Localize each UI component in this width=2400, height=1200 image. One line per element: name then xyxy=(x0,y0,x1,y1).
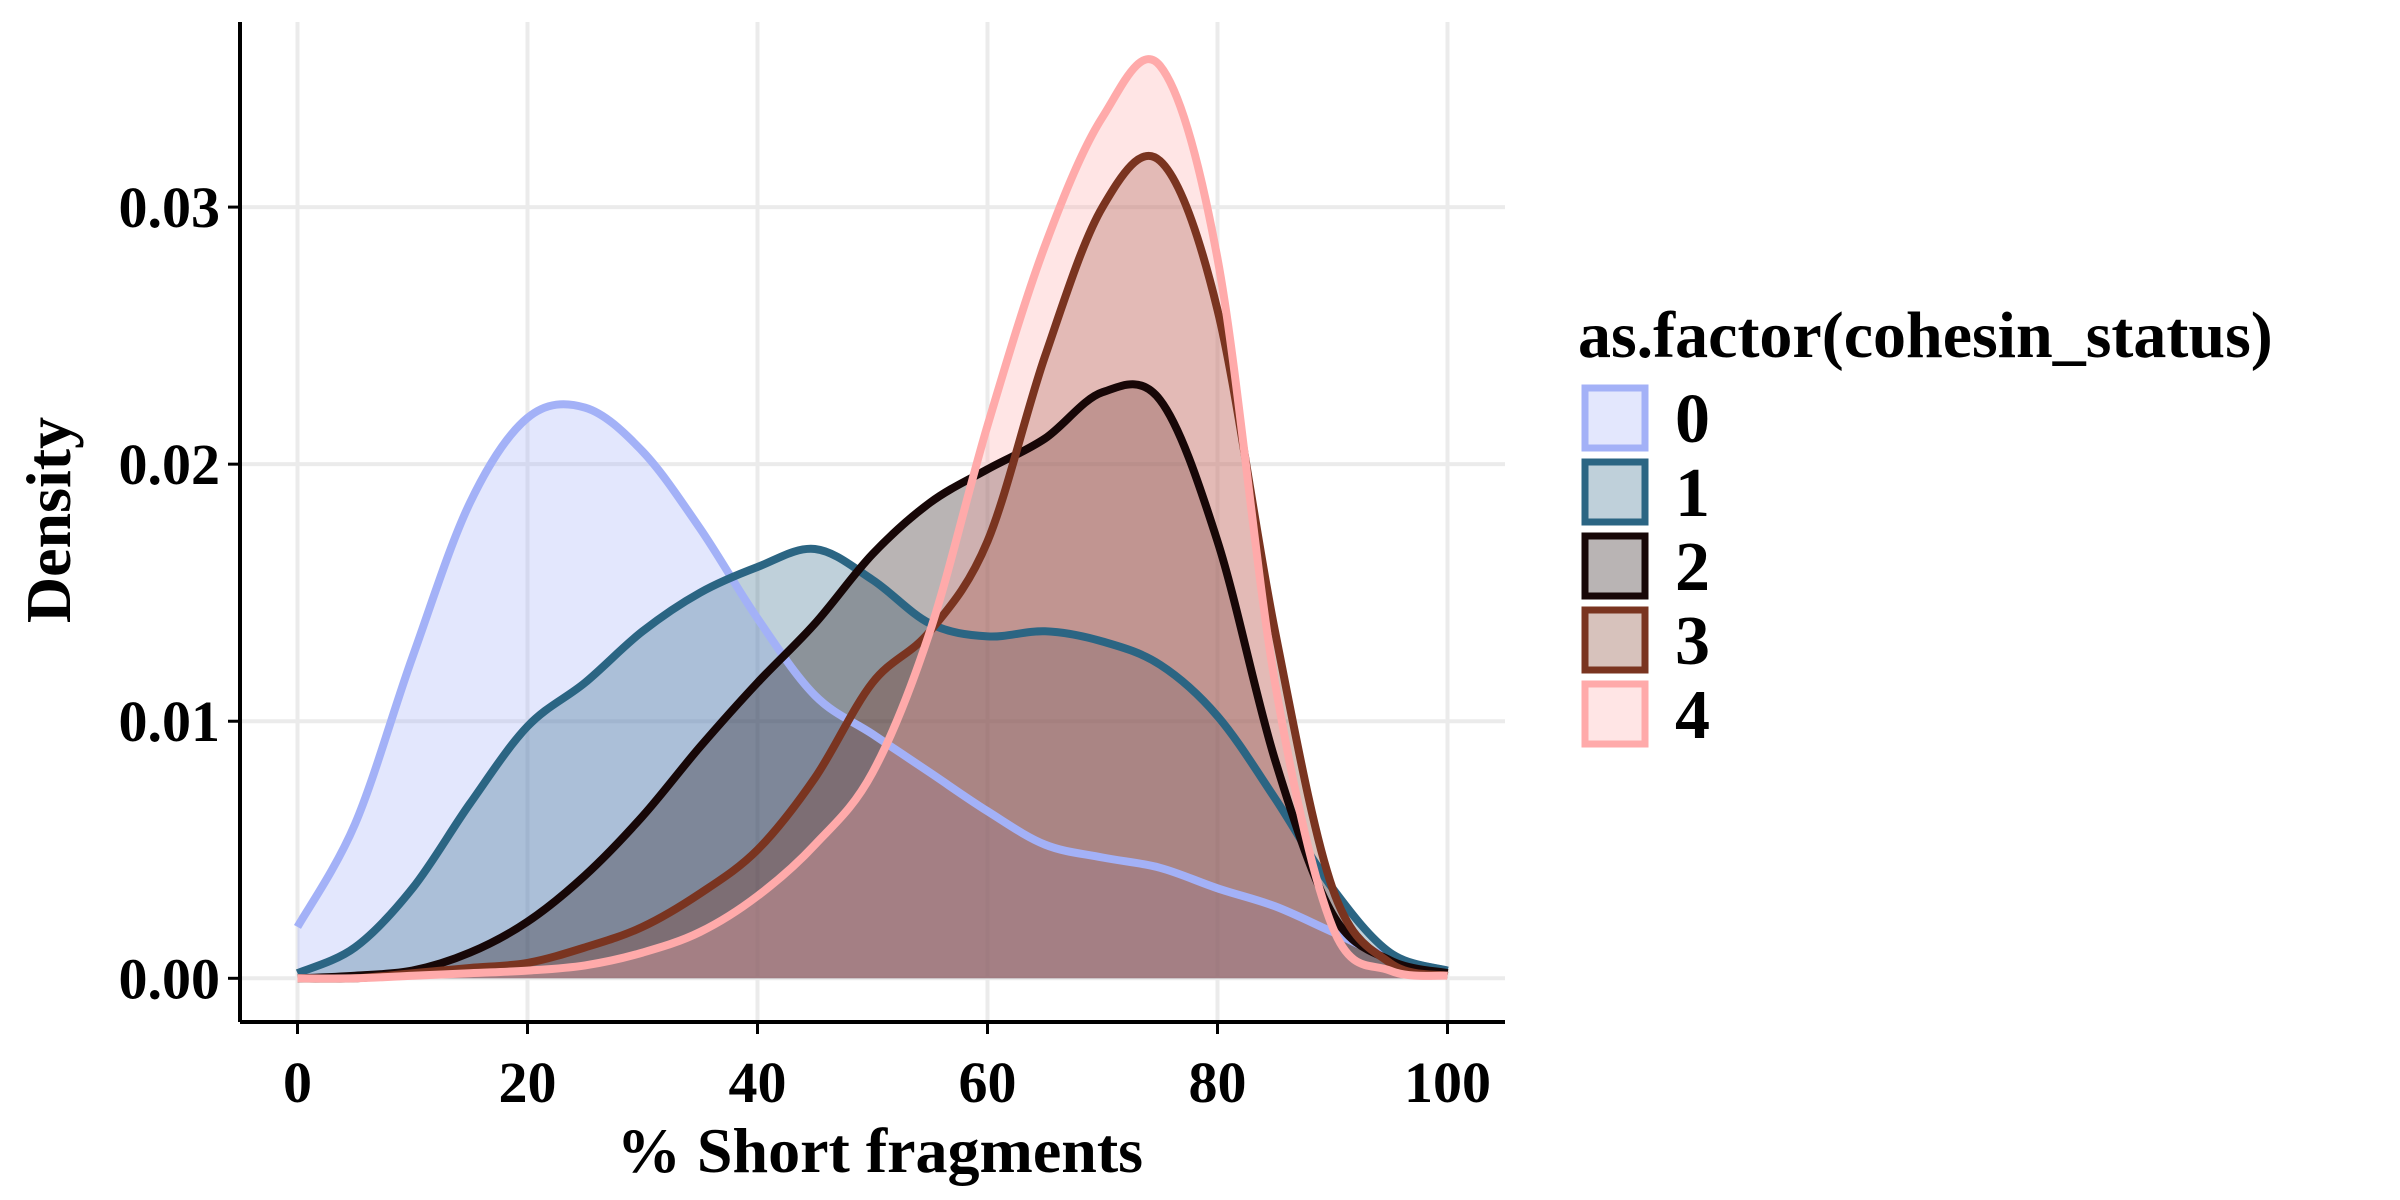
x-axis-title: % Short fragments xyxy=(617,1115,1143,1186)
density-line-4 xyxy=(297,55,1448,983)
density-line-2 xyxy=(297,380,1449,983)
axes xyxy=(238,22,1505,1024)
grid-lines xyxy=(240,22,1505,1022)
legend-label-2: 2 xyxy=(1675,529,1710,606)
x-tick-label: 0 xyxy=(283,1050,312,1115)
density-areas xyxy=(297,59,1448,979)
legend-key-0 xyxy=(1581,384,1649,452)
y-tick-label: 0.03 xyxy=(119,175,221,240)
legend-key-4 xyxy=(1581,680,1649,748)
legend-title: as.factor(cohesin_status) xyxy=(1578,299,2273,372)
legend-label-3: 3 xyxy=(1675,603,1710,680)
x-tick-label: 60 xyxy=(959,1050,1017,1115)
legend-label-0: 0 xyxy=(1675,381,1710,458)
y-axis-title: Density xyxy=(13,417,84,623)
legend-label-4: 4 xyxy=(1675,677,1710,754)
y-tick-label: 0.02 xyxy=(119,432,221,497)
x-tick-label: 40 xyxy=(729,1050,787,1115)
y-tick-label: 0.01 xyxy=(119,689,221,754)
density-line-1 xyxy=(295,544,1449,977)
x-axis-ticks: 0 20 40 60 80 100 xyxy=(283,1022,1491,1115)
density-area-3 xyxy=(297,155,1448,979)
legend-key-1 xyxy=(1581,458,1649,526)
x-tick-label: 20 xyxy=(499,1050,557,1115)
density-area-0 xyxy=(297,404,1448,979)
x-tick-label: 80 xyxy=(1189,1050,1247,1115)
density-lines xyxy=(294,55,1449,983)
y-axis-ticks: 0.00 0.01 0.02 0.03 xyxy=(119,175,240,1011)
x-tick-label: 100 xyxy=(1404,1050,1491,1115)
density-area-4 xyxy=(297,59,1448,979)
legend-key-3 xyxy=(1581,606,1649,674)
legend-key-2 xyxy=(1581,532,1649,600)
density-line-0 xyxy=(294,400,1449,975)
density-line-3 xyxy=(297,151,1449,983)
legend-label-1: 1 xyxy=(1675,455,1710,532)
y-tick-label: 0.00 xyxy=(119,946,221,1011)
